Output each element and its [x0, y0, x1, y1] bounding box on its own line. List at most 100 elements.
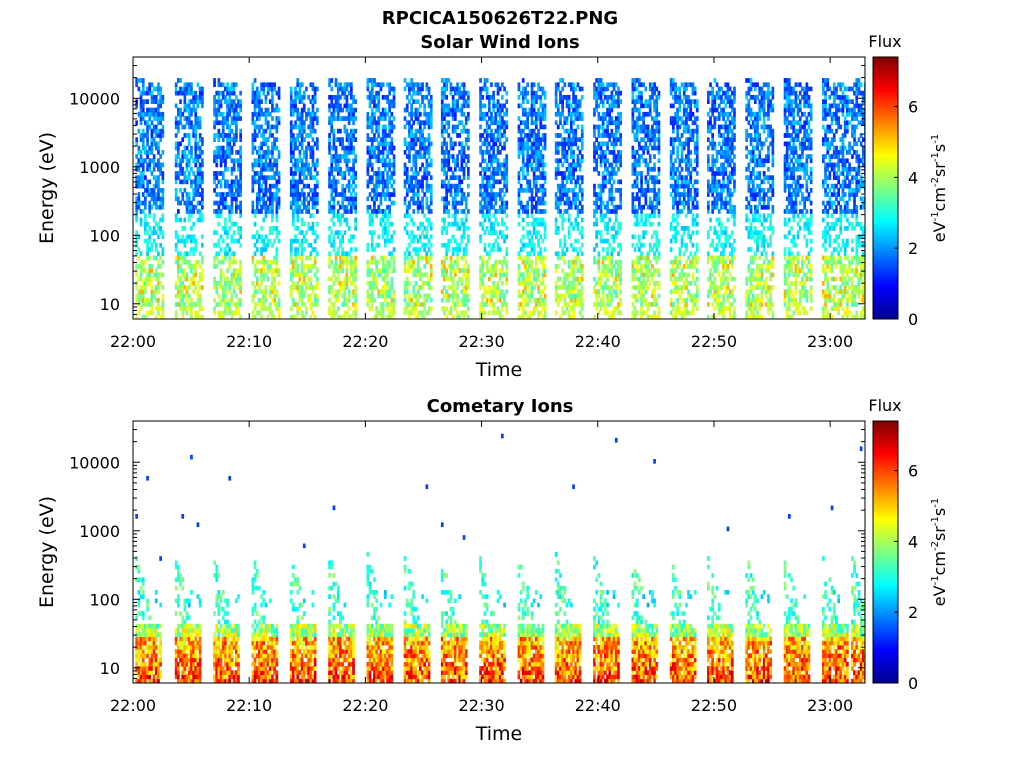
spectrogram-cell — [521, 306, 525, 311]
spectrogram-cell — [345, 297, 349, 303]
spectrogram-cell — [255, 95, 259, 100]
spectrogram-cell — [412, 234, 416, 240]
spectrogram-cell — [300, 238, 304, 244]
spectrogram-cell — [251, 175, 255, 180]
spectrogram-cell — [498, 297, 502, 303]
spectrogram-cell — [479, 200, 482, 206]
spectrogram-cell — [416, 120, 420, 126]
spectrogram-cell — [485, 86, 489, 92]
spectrogram-cell — [462, 302, 466, 307]
spectrogram-cell — [232, 103, 236, 109]
spectrogram-cell — [373, 255, 376, 261]
spectrogram-cell — [255, 281, 259, 286]
spectrogram-cell — [576, 111, 580, 117]
spectrogram-cell — [537, 166, 540, 172]
spectrogram-cell — [275, 90, 279, 96]
spectrogram-cell — [423, 213, 426, 219]
spectrogram-cell — [194, 264, 198, 269]
spectrogram-cell — [228, 145, 232, 151]
spectrogram-cell — [316, 116, 319, 121]
spectrogram-cell — [217, 171, 221, 176]
spectrogram-cell — [427, 204, 431, 210]
spectrogram-cell — [532, 242, 536, 248]
spectrogram-cell — [419, 234, 422, 240]
spectrogram-cell — [423, 171, 426, 176]
spectrogram-cell — [296, 137, 300, 142]
spectrogram-cell — [196, 281, 200, 286]
spectrogram-cell — [425, 230, 429, 235]
spectrogram-cell — [576, 145, 580, 151]
spectrogram-cell — [294, 120, 297, 126]
spectrogram-cell — [271, 196, 274, 202]
spectrogram-cell — [154, 99, 158, 104]
spectrogram-cell — [554, 166, 558, 172]
spectrogram-cell — [370, 238, 374, 244]
spectrogram-cell — [190, 297, 193, 303]
spectrogram-cell — [148, 268, 152, 273]
spectrogram-cell — [289, 86, 293, 92]
spectrogram-cell — [190, 86, 193, 92]
spectrogram-cell — [228, 154, 232, 159]
spectrogram-cell — [292, 154, 295, 159]
spectrogram-cell — [405, 166, 409, 172]
spectrogram-cell — [262, 128, 266, 134]
spectrogram-cell — [150, 289, 154, 295]
spectrogram-cell — [343, 281, 347, 286]
spectrogram-cell — [488, 268, 491, 273]
spectrogram-cell — [572, 188, 575, 193]
spectrogram-cell — [328, 171, 331, 176]
spectrogram-cell — [521, 247, 525, 252]
spectrogram-cell — [479, 314, 482, 319]
spectrogram-cell — [192, 221, 195, 227]
spectrogram-cell — [268, 124, 272, 130]
spectrogram-cell — [377, 268, 381, 273]
spectrogram-cell — [524, 124, 527, 130]
spectrogram-cell — [262, 188, 266, 193]
spectrogram-cell — [408, 310, 411, 316]
spectrogram-cell — [148, 204, 152, 210]
spectrogram-cell — [253, 107, 257, 113]
spectrogram-cell — [427, 238, 431, 244]
spectrogram-cell — [264, 95, 268, 100]
spectrogram-cell — [443, 259, 446, 265]
spectrogram-cell — [419, 204, 422, 210]
spectrogram-cell — [421, 242, 424, 248]
spectrogram-cell — [289, 255, 293, 261]
spectrogram-cell — [543, 268, 547, 273]
spectrogram-cell — [239, 175, 242, 180]
spectrogram-cell — [190, 183, 193, 189]
spectrogram-cell — [505, 264, 509, 269]
spectrogram-cell — [194, 107, 198, 113]
spectrogram-cell — [347, 116, 351, 121]
spectrogram-cell — [456, 314, 459, 319]
spectrogram-cell — [532, 251, 536, 257]
spectrogram-cell — [447, 179, 451, 185]
spectrogram-cell — [298, 196, 302, 202]
spectrogram-cell — [381, 209, 385, 214]
spectrogram-cell — [277, 175, 281, 180]
spectrogram-cell — [177, 200, 180, 206]
spectrogram-cell — [447, 310, 451, 316]
spectrogram-cell — [496, 285, 500, 290]
spectrogram-cell — [384, 268, 387, 273]
spectrogram-cell — [492, 306, 495, 311]
spectrogram-cell — [152, 124, 156, 130]
spectrogram-cell — [530, 192, 534, 197]
spectrogram-cell — [485, 200, 489, 206]
spectrogram-cell — [148, 213, 152, 219]
spectrogram-cell — [464, 289, 468, 295]
spectrogram-cell — [377, 192, 381, 197]
spectrogram-cell — [185, 196, 189, 202]
spectrogram-cell — [498, 86, 502, 92]
spectrogram-cell — [423, 293, 426, 299]
spectrogram-cell — [150, 285, 154, 290]
spectrogram-cell — [289, 107, 293, 113]
spectrogram-cell — [311, 116, 315, 121]
spectrogram-cell — [332, 179, 336, 185]
spectrogram-cell — [543, 116, 547, 121]
spectrogram-cell — [496, 242, 500, 248]
spectrogram-cell — [194, 162, 198, 168]
spectrogram-cell — [368, 293, 372, 299]
spectrogram-cell — [445, 192, 448, 197]
spectrogram-cell — [563, 150, 567, 155]
